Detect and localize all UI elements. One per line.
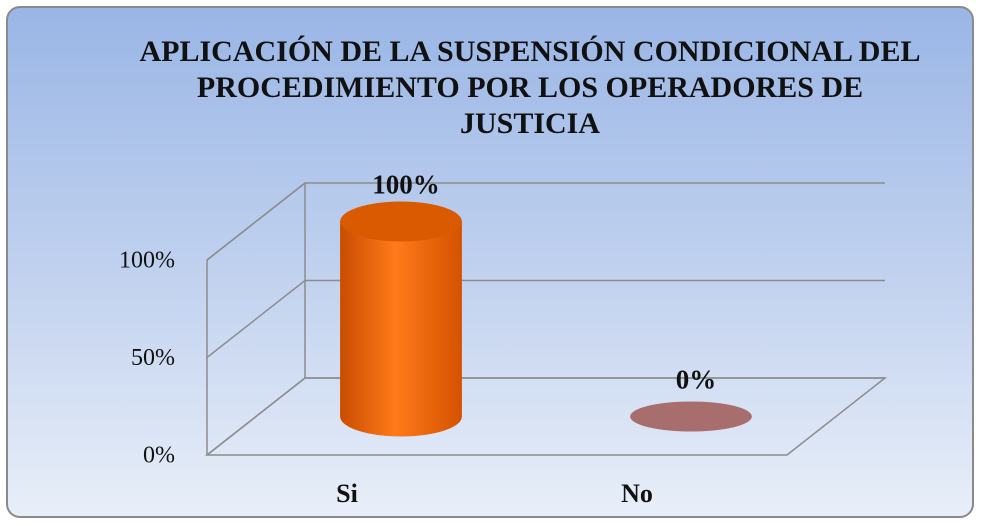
cylinder-top xyxy=(340,201,462,242)
y-tick-label: 0% xyxy=(143,443,175,469)
cylinder-top xyxy=(630,401,752,432)
grid-line xyxy=(206,279,885,359)
x-tick-label: Si xyxy=(336,479,358,508)
grid-line xyxy=(206,377,885,456)
floor xyxy=(204,377,888,456)
chart-title: APLICACIÓN DE LA SUSPENSIÓN CONDICIONAL … xyxy=(139,35,921,140)
data-label: 100% xyxy=(372,170,440,200)
cylinder-body xyxy=(340,221,462,437)
grid-line xyxy=(206,182,885,261)
data-label: 0% xyxy=(676,365,717,395)
y-tick-label: 100% xyxy=(119,248,175,274)
x-tick-label: No xyxy=(621,479,653,508)
chart-area xyxy=(6,6,974,518)
y-tick-label: 50% xyxy=(131,345,175,371)
